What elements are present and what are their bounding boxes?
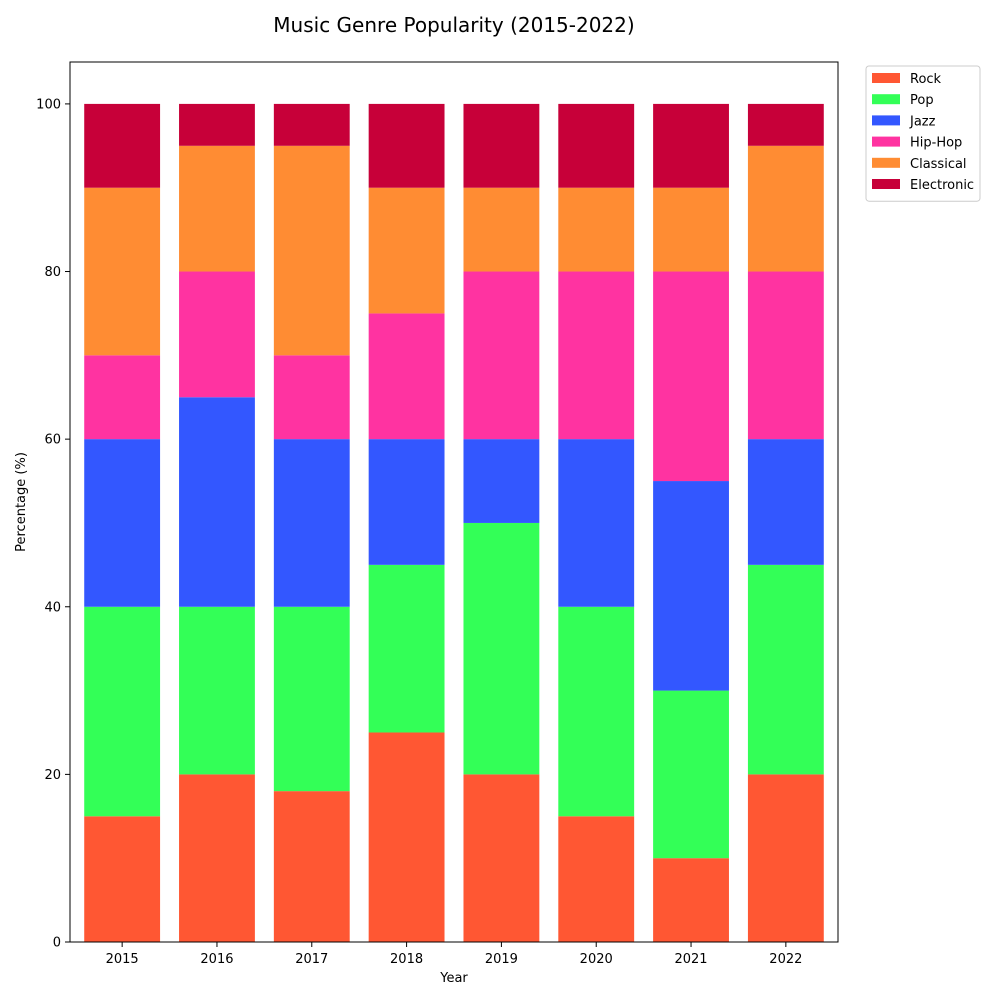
x-axis: 2015 2016 2017 2018 2019 2020 2021 2022 — [106, 942, 802, 967]
bar-segment-classical-2016 — [179, 145, 255, 272]
bar-segment-hip-hop-2017 — [273, 355, 350, 440]
bar-segment-hip-hop-2021 — [653, 271, 729, 482]
bar-segment-jazz-2017 — [273, 439, 350, 607]
bar-segment-hip-hop-2020 — [558, 271, 635, 440]
bar-segment-electronic-2018 — [368, 103, 445, 188]
bar-segment-rock-2018 — [368, 732, 445, 942]
bar-segment-electronic-2021 — [653, 103, 729, 188]
legend-swatch-jazz — [872, 115, 900, 126]
bar-segment-hip-hop-2022 — [747, 271, 824, 440]
bar-segment-classical-2020 — [558, 187, 635, 272]
legend-label-hip-hop: Hip-Hop — [910, 136, 962, 151]
y-tick-label: 40 — [44, 600, 61, 615]
x-tick-label: 2015 — [106, 952, 139, 967]
y-tick-label: 60 — [44, 433, 61, 448]
legend: Rock Pop Jazz Hip-Hop Classical Electronic — [865, 65, 981, 202]
legend-swatch-pop — [872, 94, 900, 105]
bar-segment-jazz-2015 — [84, 439, 161, 607]
legend-swatch-classical — [872, 157, 900, 168]
bar-segment-rock-2016 — [179, 774, 255, 942]
bar-segment-jazz-2016 — [179, 397, 255, 607]
legend-label-classical: Classical — [910, 157, 967, 172]
x-tick-label: 2019 — [485, 952, 518, 967]
bar-segment-classical-2022 — [747, 145, 824, 272]
y-axis-label: Percentage (%) — [14, 452, 29, 552]
bars-layer — [84, 103, 824, 942]
bar-segment-jazz-2018 — [368, 439, 445, 565]
bar-segment-electronic-2017 — [273, 103, 350, 146]
y-tick-label: 100 — [36, 97, 61, 112]
bar-segment-pop-2016 — [179, 606, 255, 775]
bar-segment-rock-2019 — [463, 774, 540, 942]
x-tick-label: 2020 — [580, 952, 613, 967]
legend-label-electronic: Electronic — [910, 178, 974, 193]
bar-segment-pop-2019 — [463, 522, 540, 775]
bar-segment-jazz-2022 — [747, 439, 824, 565]
legend-swatch-electronic — [872, 179, 900, 189]
y-axis: 0 20 40 60 80 100 — [36, 97, 70, 951]
chart-title: Music Genre Popularity (2015-2022) — [273, 13, 634, 37]
bar-segment-hip-hop-2015 — [84, 355, 161, 440]
bar-segment-electronic-2022 — [747, 103, 824, 146]
legend-label-jazz: Jazz — [909, 114, 936, 129]
plot-frame — [69, 61, 839, 943]
bar-segment-rock-2017 — [273, 791, 350, 942]
legend-label-rock: Rock — [910, 72, 942, 87]
x-tick-label: 2017 — [295, 952, 328, 967]
bar-segment-rock-2015 — [84, 816, 161, 942]
bar-segment-pop-2018 — [368, 564, 445, 733]
bar-segment-electronic-2020 — [558, 103, 635, 188]
bar-segment-classical-2015 — [84, 187, 161, 356]
bar-segment-hip-hop-2018 — [368, 313, 445, 440]
bar-segment-jazz-2021 — [653, 481, 729, 691]
y-tick-label: 80 — [44, 265, 61, 280]
bar-segment-pop-2022 — [747, 564, 824, 775]
bar-segment-rock-2021 — [653, 858, 729, 942]
bar-segment-classical-2018 — [368, 187, 445, 314]
x-tick-label: 2018 — [390, 952, 423, 967]
bar-segment-rock-2022 — [747, 774, 824, 942]
bar-segment-classical-2021 — [653, 187, 729, 272]
bar-segment-hip-hop-2019 — [463, 271, 540, 440]
x-tick-label: 2021 — [674, 952, 707, 967]
x-tick-label: 2022 — [769, 952, 802, 967]
y-tick-label: 20 — [44, 768, 61, 783]
x-axis-label: Year — [439, 971, 468, 986]
bar-segment-pop-2015 — [84, 606, 161, 817]
bar-segment-jazz-2019 — [463, 439, 540, 523]
y-tick-label: 0 — [53, 936, 61, 951]
bar-segment-pop-2017 — [273, 606, 350, 792]
bar-segment-classical-2019 — [463, 187, 540, 272]
legend-swatch-rock — [872, 73, 900, 83]
bar-segment-hip-hop-2016 — [179, 271, 255, 398]
bar-segment-jazz-2020 — [558, 439, 635, 607]
bar-segment-pop-2020 — [558, 606, 635, 817]
legend-swatch-hip-hop — [872, 136, 900, 147]
legend-label-pop: Pop — [910, 93, 934, 108]
x-tick-label: 2016 — [200, 952, 233, 967]
bar-segment-rock-2020 — [558, 816, 635, 942]
bar-segment-electronic-2015 — [84, 103, 161, 188]
bar-segment-electronic-2016 — [179, 103, 255, 146]
bar-segment-electronic-2019 — [463, 103, 540, 188]
bar-segment-classical-2017 — [273, 145, 350, 356]
bar-segment-pop-2021 — [653, 690, 729, 859]
